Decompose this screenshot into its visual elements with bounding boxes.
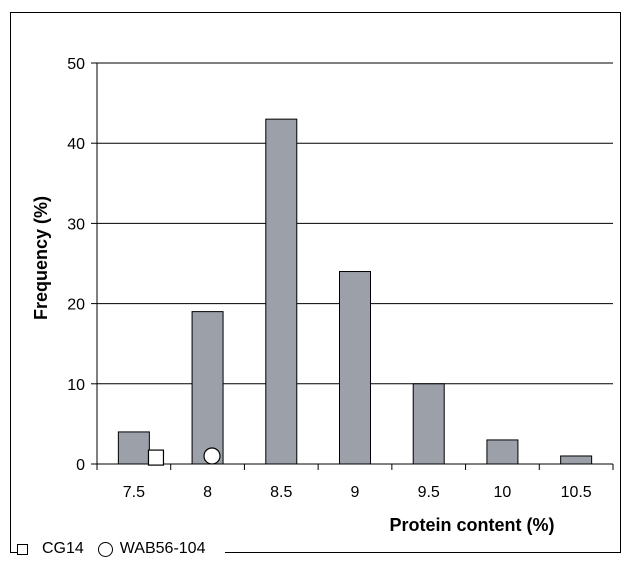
legend-label-cg14: CG14: [42, 540, 84, 557]
x-tick-label: 10.5: [561, 484, 592, 501]
legend: CG14 WAB56-104: [17, 538, 226, 560]
legend-label-wab56-104: WAB56-104: [119, 540, 206, 557]
bar: [191, 311, 224, 465]
bars: [117, 118, 593, 465]
x-tick-label: 10: [494, 484, 512, 501]
y-tick-label: 20: [67, 297, 85, 314]
cg14-square-marker: [147, 449, 165, 466]
bar: [412, 383, 445, 465]
circle-marker-icon: [97, 541, 113, 557]
bar: [117, 431, 150, 465]
bar: [560, 455, 593, 465]
legend-item-wab56-104: WAB56-104: [97, 540, 206, 558]
y-tick-label: 50: [67, 56, 85, 73]
x-tick-label: 9: [351, 484, 360, 501]
x-tick-label: 9.5: [418, 484, 440, 501]
bar: [486, 439, 519, 465]
bar: [339, 271, 371, 465]
legend-item-cg14: CG14: [17, 540, 84, 558]
wab56-104-circle-marker: [203, 447, 221, 465]
y-tick-label: 0: [76, 457, 85, 474]
x-tick-label: 7.5: [123, 484, 145, 501]
y-axis-title: Frequency (%): [31, 196, 51, 320]
y-tick-label: 40: [67, 136, 85, 153]
axes: 0 10 20 30 40 50 7.5 8 8.5 9 9.5 10 10.5: [67, 56, 614, 501]
y-tick-label: 30: [67, 216, 85, 233]
y-tick-label: 10: [67, 377, 85, 394]
x-axis-title: Protein content (%): [390, 515, 555, 535]
square-marker-icon: [17, 543, 28, 555]
variety-markers: [147, 447, 221, 466]
x-tick-label: 8.5: [270, 484, 292, 501]
x-tick-label: 8: [203, 484, 212, 501]
bar: [265, 118, 298, 465]
chart-frame: [10, 12, 621, 553]
